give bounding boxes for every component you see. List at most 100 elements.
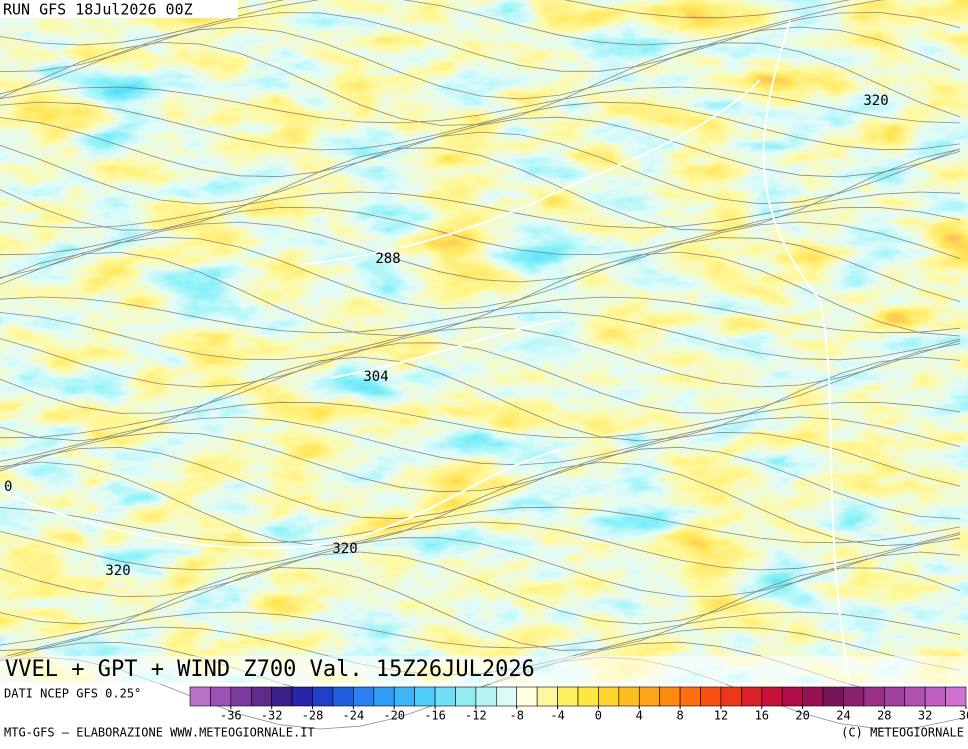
gpt-contours [0,19,851,684]
contour [299,79,761,266]
footer-left: MTG-GFS — ELABORAZIONE WWW.METEOGIORNALE… [4,726,315,740]
colorbar-tick-label: 24 [836,709,850,723]
data-source: DATI NCEP GFS 0.25° [4,687,141,701]
colorbar-tick-label: -8 [510,709,524,723]
colorbar-swatch [802,686,824,707]
streamline [0,296,961,334]
streamline [0,236,961,310]
colorbar-swatch [679,686,701,707]
colorbar-swatch [863,686,885,707]
colorbar-swatch [373,686,395,707]
colorbar-tick-label: 8 [676,709,683,723]
colorbar-swatch [638,686,660,707]
streamline [0,206,961,256]
streamline [0,567,961,652]
colorbar-tick-label: 20 [795,709,809,723]
contour-label: 0 [4,479,12,495]
colorbar-swatch [781,686,803,707]
colorbar: -36 -32 -28 -24 -20 -16 -12 -8 -4 0 4 8 12 16 20 24 28 32… [189,686,968,723]
colorbar-tick-label: 28 [877,709,891,723]
colorbar-swatch [230,686,252,707]
contour-label: 288 [375,251,400,267]
wind-streamlines [0,0,961,730]
streamline [0,326,961,388]
colorbar-tick-label: 4 [636,709,643,723]
colorbar-tick-label: 12 [714,709,728,723]
colorbar-swatch [904,686,926,707]
contour-labels: 288 304 320 320 320 0 [4,93,889,579]
streamline [0,446,961,520]
streamline [0,311,961,361]
contour-label: 304 [363,369,388,385]
streamline [0,41,961,126]
colorbar-swatch [577,686,599,707]
colorbar-swatch [516,686,538,707]
colorbar-swatch [557,686,579,707]
colorbar-swatch [945,686,967,707]
colorbar-swatch [496,686,518,707]
colorbar-swatch [271,686,293,707]
streamline [0,221,961,283]
colorbar-swatch [210,686,232,707]
colorbar-tick-label: -12 [465,709,487,723]
contour [0,449,561,550]
colorbar-swatch [332,686,354,707]
colorbar-tick-label: -24 [343,709,365,723]
streamline [0,86,961,124]
colorbar-tick-label: -28 [302,709,324,723]
contour-label: 320 [332,541,357,557]
streamline [0,116,961,178]
map-title: VVEL + GPT + WIND Z700 Val. 15Z26JUL2026 [5,657,535,682]
streamline [0,147,961,231]
streamline [0,431,961,493]
colorbar-swatch [618,686,640,707]
streamline [0,356,961,442]
contour-label: 320 [863,93,888,109]
colorbar-swatch [393,686,415,707]
colorbar-tick-label: -32 [261,709,283,723]
colorbar-tick-label: 32 [918,709,932,723]
colorbar-swatch [414,686,436,707]
colorbar-swatch [720,686,742,707]
run-label-box [0,0,238,18]
streamline [0,0,887,46]
streamline [0,131,961,205]
streamline [0,401,961,439]
colorbar-swatch [843,686,865,707]
streamline [0,461,961,547]
contour [762,19,851,684]
streamline [0,12,961,73]
colorbar-swatch [822,686,844,707]
colorbar-swatch [884,686,906,707]
streamline [0,191,961,229]
colorbar-swatch [475,686,497,707]
streamline [0,506,961,544]
contour-label: 320 [105,563,130,579]
colorbar-swatch [598,686,620,707]
streamline [0,101,961,151]
colorbar-tick-label: -16 [424,709,446,723]
colorbar-swatch [291,686,313,707]
colorbar-swatch [536,686,558,707]
colorbar-swatch [353,686,375,707]
run-label: RUN GFS 18Jul2026 00Z [3,1,193,19]
colorbar-swatch [659,686,681,707]
streamline [0,521,961,571]
colorbar-swatch [250,686,272,707]
colorbar-tick-label: 0 [595,709,602,723]
colorbar-swatch [924,686,946,707]
colorbar-tick-label: -4 [550,709,564,723]
title-band [0,656,968,684]
colorbar-tick-label: -20 [383,709,405,723]
streamline [0,551,961,625]
streamline [0,416,961,466]
streamline [0,611,961,649]
colorbar-swatch [189,686,211,707]
streamline [0,26,961,100]
colorbar-swatch [312,686,334,707]
streamline [0,251,961,337]
colorbar-swatch [434,686,456,707]
colorbar-swatch [761,686,783,707]
